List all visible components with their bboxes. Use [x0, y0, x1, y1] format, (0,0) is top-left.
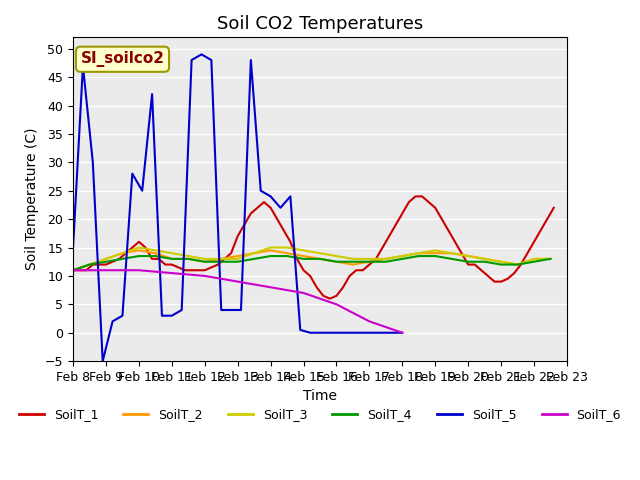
Y-axis label: Soil Temperature (C): Soil Temperature (C) — [26, 128, 39, 271]
Title: Soil CO2 Temperatures: Soil CO2 Temperatures — [217, 15, 423, 33]
Legend: SoilT_1, SoilT_2, SoilT_3, SoilT_4, SoilT_5, SoilT_6: SoilT_1, SoilT_2, SoilT_3, SoilT_4, Soil… — [14, 403, 626, 426]
X-axis label: Time: Time — [303, 389, 337, 403]
Text: SI_soilco2: SI_soilco2 — [81, 51, 164, 67]
